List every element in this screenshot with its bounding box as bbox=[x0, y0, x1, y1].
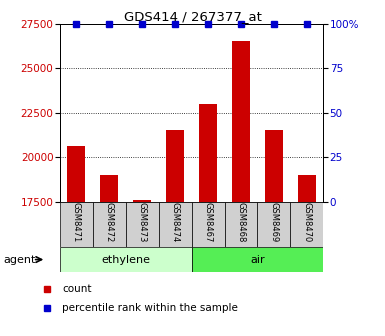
Bar bbox=[265, 130, 283, 202]
Text: GSM8468: GSM8468 bbox=[236, 202, 246, 242]
Bar bbox=[166, 130, 184, 202]
Bar bbox=[159, 202, 191, 247]
Bar bbox=[67, 146, 85, 202]
Bar bbox=[224, 202, 258, 247]
Text: GSM8470: GSM8470 bbox=[302, 202, 311, 242]
Bar bbox=[100, 175, 118, 202]
Text: GSM8471: GSM8471 bbox=[72, 202, 81, 242]
Text: GSM8473: GSM8473 bbox=[137, 202, 147, 242]
Bar bbox=[126, 202, 159, 247]
Text: ethylene: ethylene bbox=[101, 255, 150, 264]
Bar bbox=[60, 247, 191, 272]
Text: GSM8472: GSM8472 bbox=[105, 202, 114, 242]
Bar bbox=[133, 200, 151, 202]
Text: air: air bbox=[250, 255, 265, 264]
Bar bbox=[191, 247, 323, 272]
Bar bbox=[290, 202, 323, 247]
Bar bbox=[258, 202, 290, 247]
Bar bbox=[232, 41, 250, 202]
Bar bbox=[298, 175, 316, 202]
Text: GSM8467: GSM8467 bbox=[204, 202, 213, 242]
Bar bbox=[60, 202, 93, 247]
Bar bbox=[191, 202, 224, 247]
Bar bbox=[93, 202, 126, 247]
Text: agent: agent bbox=[4, 255, 36, 264]
Text: GSM8474: GSM8474 bbox=[171, 202, 179, 242]
Text: GSM8469: GSM8469 bbox=[270, 202, 278, 242]
Text: percentile rank within the sample: percentile rank within the sample bbox=[62, 303, 238, 313]
Bar bbox=[199, 104, 217, 202]
Text: count: count bbox=[62, 284, 92, 294]
Text: GDS414 / 267377_at: GDS414 / 267377_at bbox=[124, 10, 261, 23]
